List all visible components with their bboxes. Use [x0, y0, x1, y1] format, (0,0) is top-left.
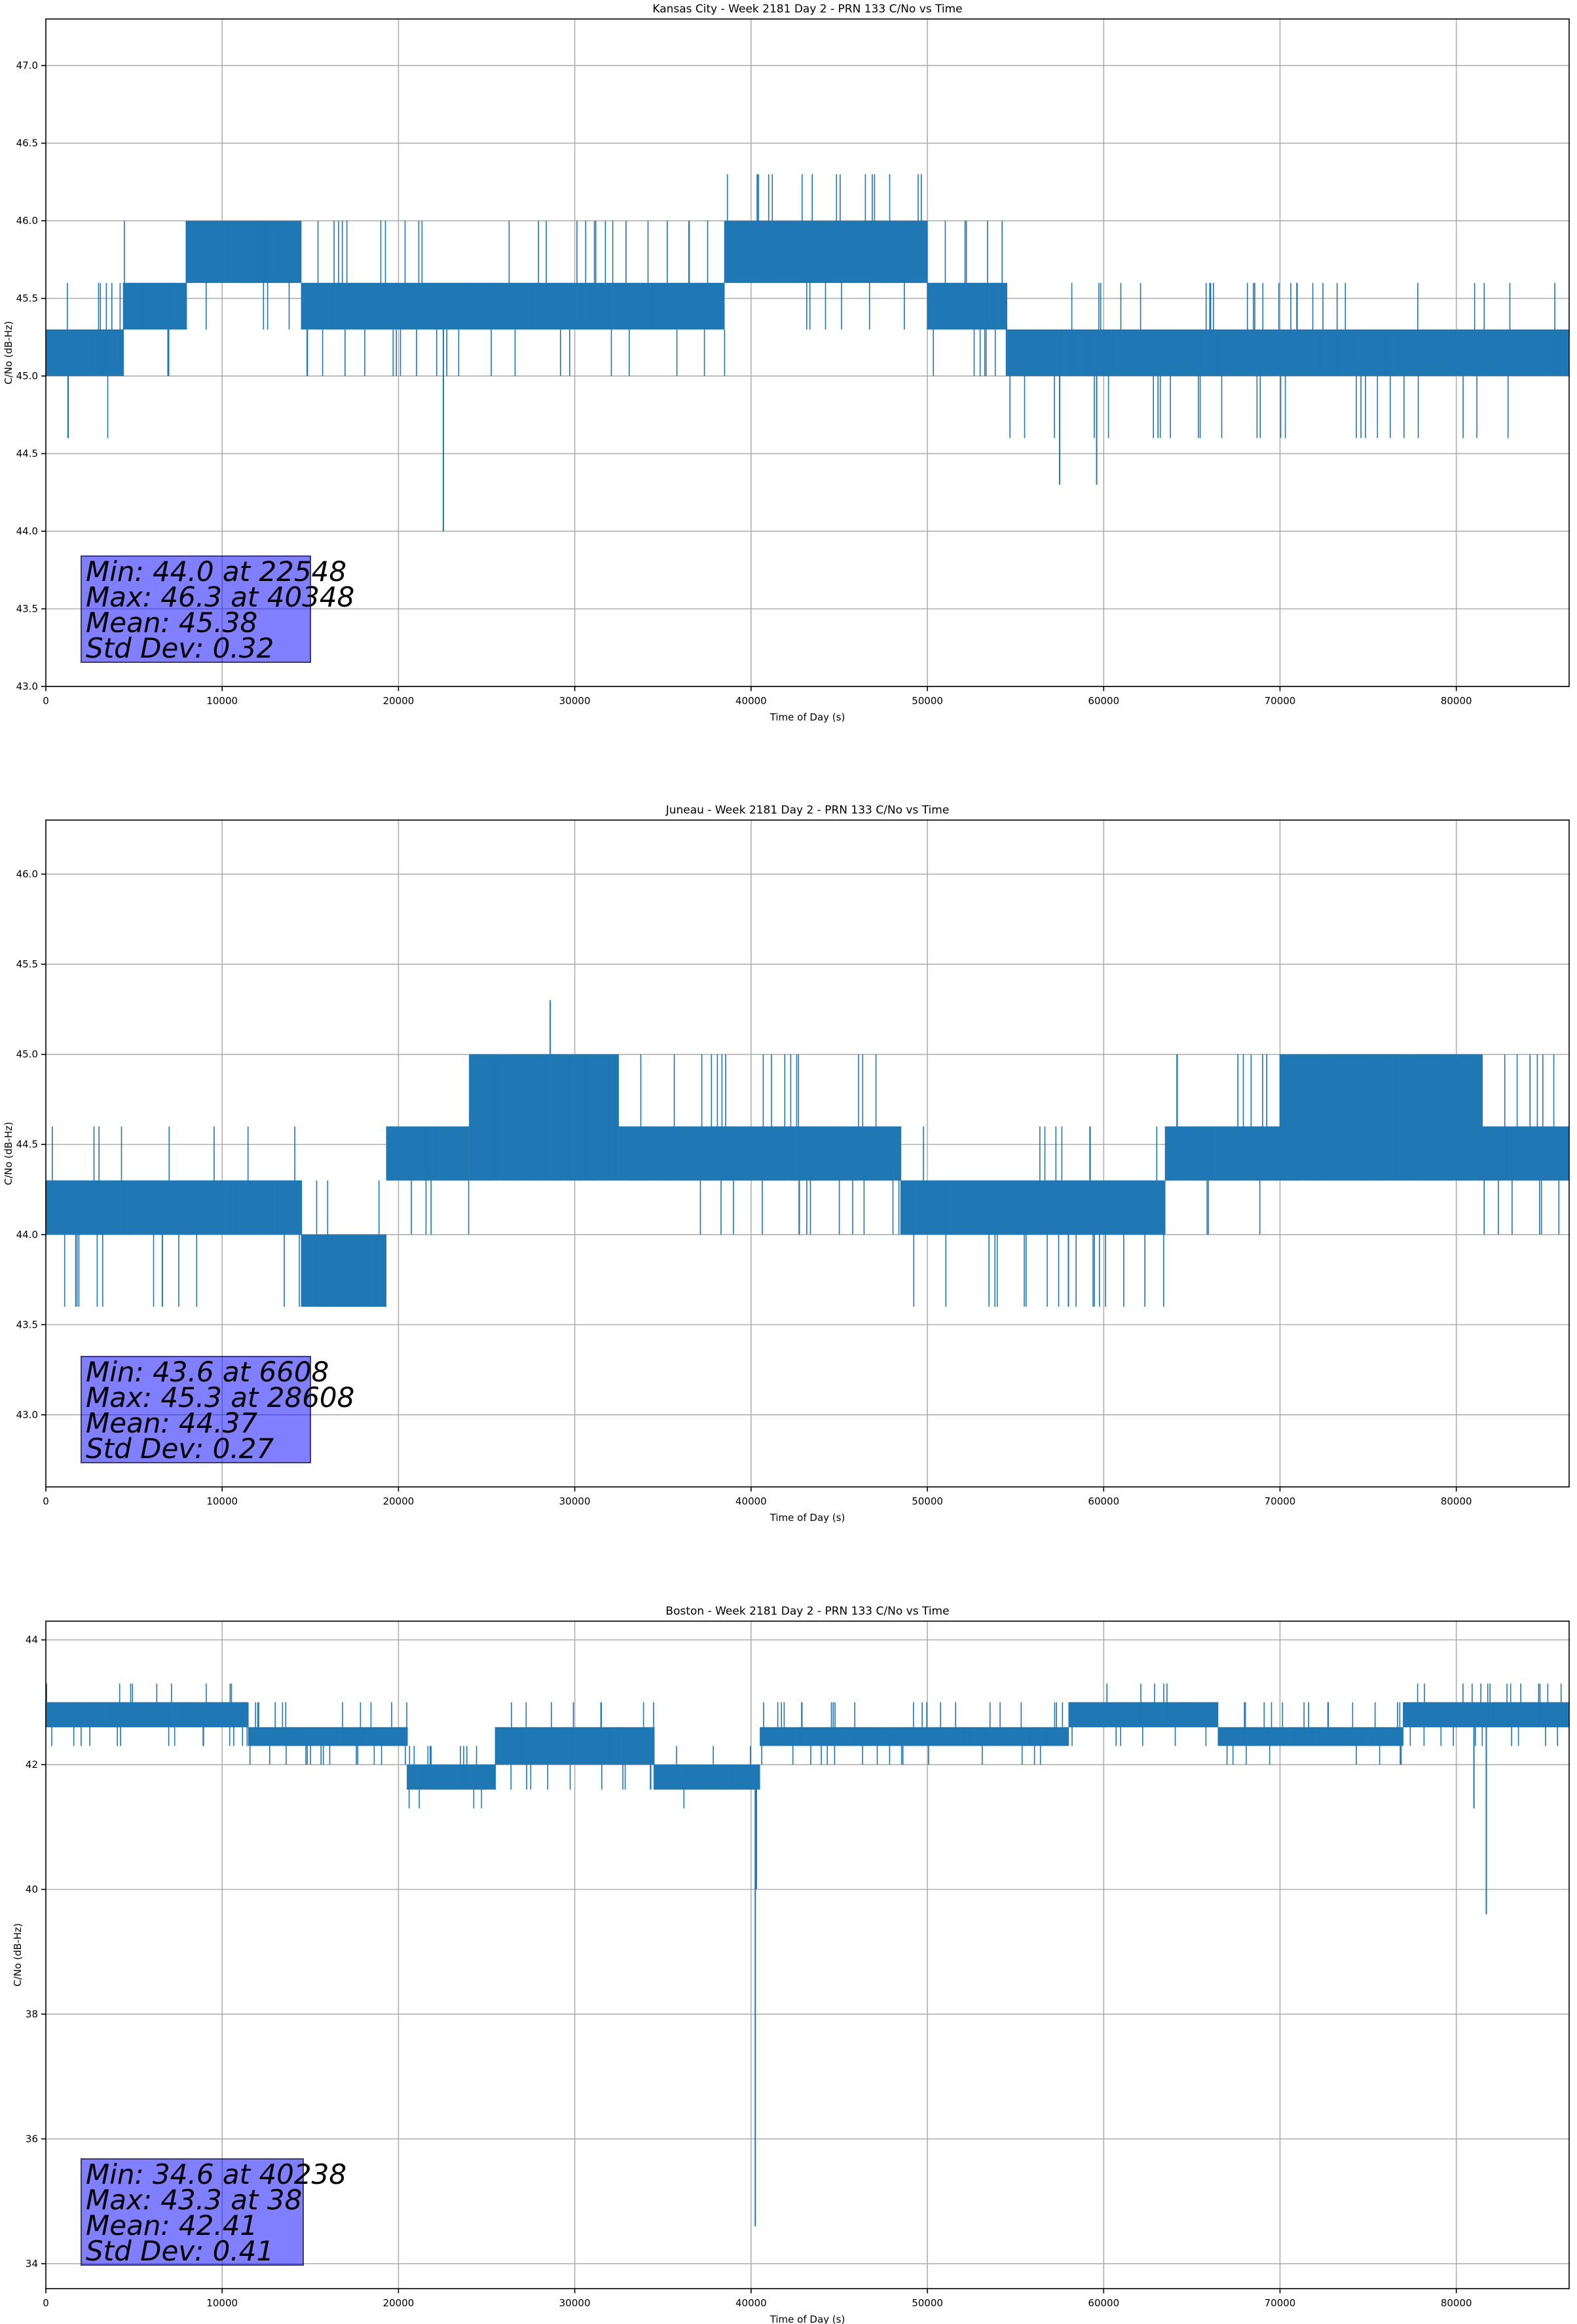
- y-tick-label: 43.0: [16, 681, 38, 692]
- x-tick-label: 20000: [383, 695, 415, 707]
- stats-box-kansas-city: Min: 44.0 at 22548 Max: 46.3 at 40348 Me…: [81, 555, 355, 664]
- x-tick-label: 60000: [1088, 1495, 1119, 1507]
- y-tick-label: 43.5: [16, 603, 38, 615]
- chart-title: Boston - Week 2181 Day 2 - PRN 133 C/No …: [665, 1605, 949, 1618]
- y-axis-label: C/No (dB-Hz): [3, 1122, 14, 1186]
- y-tick-label: 44.0: [16, 1229, 38, 1241]
- x-tick-label: 30000: [559, 2297, 591, 2309]
- x-tick-label: 80000: [1441, 2297, 1472, 2309]
- chart-ticks: 0 10000 20000 30000 40000 50000 60000 70000 8000…: [26, 1634, 1472, 2309]
- plot-area-frame: [45, 18, 1570, 687]
- y-tick-label: 46.0: [16, 869, 38, 880]
- y-tick-label: 36: [26, 2133, 38, 2145]
- chart-kansas-city: 0 10000 20000 30000 40000 50000 60000 70000 8000…: [3, 3, 1570, 723]
- y-axis-label: C/No (dB-Hz): [12, 1923, 24, 1987]
- x-axis-label: Time of Day (s): [770, 1512, 845, 1524]
- stats-max: Max: 46.3 at 40348: [86, 581, 355, 613]
- x-tick-label: 70000: [1265, 2297, 1296, 2309]
- y-tick-label: 46.5: [16, 138, 38, 149]
- x-tick-label: 0: [43, 1495, 49, 1507]
- chart-series-line: [45, 1683, 1570, 2226]
- plot-area-frame: [45, 819, 1570, 1488]
- y-tick-label: 42: [26, 1759, 38, 1771]
- plot-area-frame: [45, 1621, 1570, 2289]
- y-tick-label: 43.0: [16, 1409, 38, 1421]
- series-trace: [46, 174, 1568, 438]
- stats-std-dev: Std Dev: 0.32: [86, 632, 274, 664]
- chart-boston: 0 10000 20000 30000 40000 50000 60000 70000 8000…: [12, 1605, 1570, 2324]
- x-tick-label: 60000: [1088, 695, 1119, 707]
- x-tick-label: 60000: [1088, 2297, 1119, 2309]
- x-tick-label: 40000: [735, 1495, 767, 1507]
- x-tick-label: 30000: [559, 695, 591, 707]
- stats-box-boston: Min: 34.6 at 40238 Max: 43.3 at 38 Mean:…: [81, 2158, 347, 2267]
- y-tick-label: 46.0: [16, 215, 38, 227]
- x-tick-label: 40000: [735, 2297, 767, 2309]
- y-tick-label: 45.5: [16, 293, 38, 305]
- chart-juneau: 0 10000 20000 30000 40000 50000 60000 70000 8000…: [3, 804, 1570, 1524]
- x-tick-label: 80000: [1441, 695, 1472, 707]
- x-tick-label: 50000: [912, 2297, 943, 2309]
- stats-mean: Mean: 45.38: [86, 607, 258, 639]
- chart-title: Kansas City - Week 2181 Day 2 - PRN 133 …: [652, 3, 962, 16]
- x-axis-label: Time of Day (s): [770, 2314, 845, 2324]
- chart-ticks: 0 10000 20000 30000 40000 50000 60000 70000 8000…: [16, 869, 1472, 1507]
- y-tick-label: 47.0: [16, 60, 38, 71]
- x-tick-label: 20000: [383, 1495, 415, 1507]
- y-tick-label: 40: [26, 1884, 38, 1896]
- y-tick-label: 44.0: [16, 525, 38, 537]
- x-tick-label: 0: [43, 695, 49, 707]
- y-tick-label: 34: [26, 2258, 38, 2270]
- y-tick-label: 43.5: [16, 1319, 38, 1330]
- stats-mean: Mean: 42.41: [86, 2209, 258, 2241]
- stats-max: Max: 45.3 at 28608: [86, 1381, 355, 1414]
- stats-std-dev: Std Dev: 0.41: [86, 2235, 274, 2267]
- x-tick-label: 10000: [206, 1495, 238, 1507]
- y-tick-label: 38: [26, 2008, 38, 2020]
- stats-min: Min: 34.6 at 40238: [86, 2158, 347, 2190]
- stats-mean: Mean: 44.37: [86, 1407, 258, 1439]
- stats-box-juneau: Min: 43.6 at 6608 Max: 45.3 at 28608 Mea…: [81, 1356, 355, 1465]
- y-tick-label: 45.5: [16, 958, 38, 970]
- stats-max: Max: 43.3 at 38: [86, 2184, 303, 2216]
- x-tick-label: 50000: [912, 695, 943, 707]
- y-tick-label: 44.5: [16, 448, 38, 460]
- y-axis-label: C/No (dB-Hz): [3, 321, 14, 384]
- chart-series-line: [46, 174, 1569, 532]
- x-tick-label: 20000: [383, 2297, 415, 2309]
- stats-std-dev: Std Dev: 0.27: [86, 1433, 274, 1465]
- x-tick-label: 40000: [735, 695, 767, 707]
- stats-min: Min: 43.6 at 6608: [86, 1356, 329, 1388]
- x-tick-label: 30000: [559, 1495, 591, 1507]
- x-tick-label: 0: [43, 2297, 49, 2309]
- y-tick-label: 44.5: [16, 1138, 38, 1150]
- chart-series-line: [45, 1000, 1570, 1307]
- x-tick-label: 70000: [1265, 1495, 1296, 1507]
- x-tick-label: 50000: [912, 1495, 943, 1507]
- y-tick-label: 45.0: [16, 370, 38, 382]
- x-axis-label: Time of Day (s): [770, 711, 845, 723]
- chart-ticks: 0 10000 20000 30000 40000 50000 60000 70000 8000…: [16, 60, 1472, 707]
- x-tick-label: 80000: [1441, 1495, 1472, 1507]
- x-tick-label: 10000: [206, 2297, 238, 2309]
- x-tick-label: 70000: [1265, 695, 1296, 707]
- y-tick-label: 45.0: [16, 1049, 38, 1060]
- x-tick-label: 10000: [206, 695, 238, 707]
- chart-title: Juneau - Week 2181 Day 2 - PRN 133 C/No …: [665, 804, 950, 817]
- y-tick-label: 44: [26, 1634, 38, 1646]
